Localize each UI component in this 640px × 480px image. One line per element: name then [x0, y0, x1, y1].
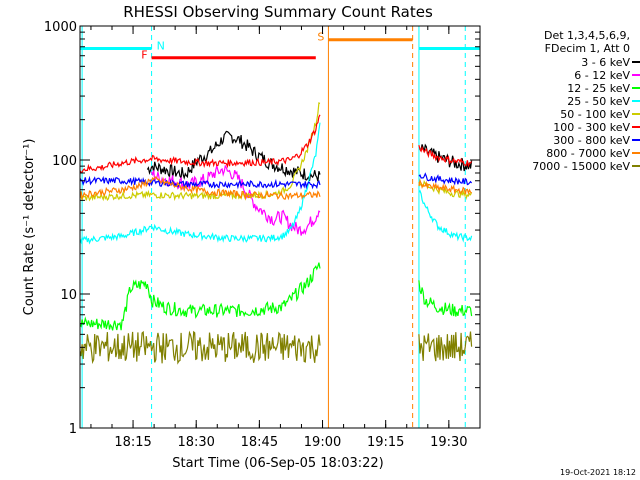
- series-line-5-0: [80, 114, 321, 173]
- legend-entry-3: 25 - 50 keV: [567, 95, 630, 108]
- legend-entry-8: 7000 - 15000 keV: [532, 160, 630, 173]
- footer-date: 19-Oct-2021 18:12: [560, 468, 636, 477]
- series-line-3-0: [80, 122, 321, 245]
- interval-label-0: N: [157, 39, 165, 52]
- x-tick-label-3: 19:00: [304, 435, 341, 450]
- series-line-2-0: [80, 262, 321, 331]
- series-line-6-0: [80, 175, 321, 190]
- y-tick-label-0: 1: [69, 422, 77, 437]
- legend-entry-1: 6 - 12 keV: [574, 69, 630, 82]
- series-line-3-1: [418, 189, 473, 243]
- series-line-5-1: [418, 144, 473, 168]
- legend-header-2: FDecim 1, Att 0: [545, 42, 630, 55]
- series-line-7-1: [418, 178, 473, 195]
- legend-header-1: Det 1,3,4,5,6,9,: [544, 29, 630, 42]
- interval-label-2: F: [141, 49, 147, 62]
- series-line-6-1: [418, 172, 473, 186]
- series-line-0-0: [146, 130, 321, 182]
- legend-entry-2: 12 - 25 keV: [567, 82, 630, 95]
- y-tick-label-2: 100: [52, 154, 77, 169]
- chart-title: RHESSI Observing Summary Count Rates: [123, 3, 433, 21]
- x-tick-label-4: 19:15: [367, 435, 404, 450]
- y-tick-label-1: 10: [60, 288, 77, 303]
- series-line-7-0: [80, 176, 321, 201]
- legend-entry-7: 800 - 7000 keV: [546, 147, 630, 160]
- interval-label-3: S: [317, 31, 324, 44]
- x-tick-label-5: 19:30: [430, 435, 467, 450]
- legend-entry-4: 50 - 100 keV: [560, 108, 630, 121]
- y-tick-label-3: 1000: [44, 20, 77, 35]
- x-tick-label-2: 18:45: [241, 435, 278, 450]
- legend-entry-5: 100 - 300 keV: [553, 121, 630, 134]
- plot-body: [80, 26, 480, 428]
- axes: 18:15 18:30 18:45 19:00 19:15 19:30 1 10 100 1000: [44, 20, 480, 450]
- series-line-2-1: [418, 280, 473, 317]
- y-axis-label: Count Rate (s⁻¹ detector⁻¹): [22, 139, 37, 316]
- series-line-8-1: [418, 331, 473, 362]
- series-line-8-0: [80, 330, 321, 365]
- plot-area: NF S: [80, 26, 480, 428]
- x-tick-label-0: 18:15: [114, 435, 151, 450]
- legend-entry-0: 3 - 6 keV: [581, 56, 630, 69]
- legend-entry-6: 300 - 800 keV: [553, 134, 630, 147]
- x-tick-label-1: 18:30: [177, 435, 214, 450]
- x-axis-label: Start Time (06-Sep-05 18:03:22): [172, 456, 383, 471]
- legend: Det 1,3,4,5,6,9, FDecim 1, Att 0 3 - 6 k…: [532, 29, 640, 173]
